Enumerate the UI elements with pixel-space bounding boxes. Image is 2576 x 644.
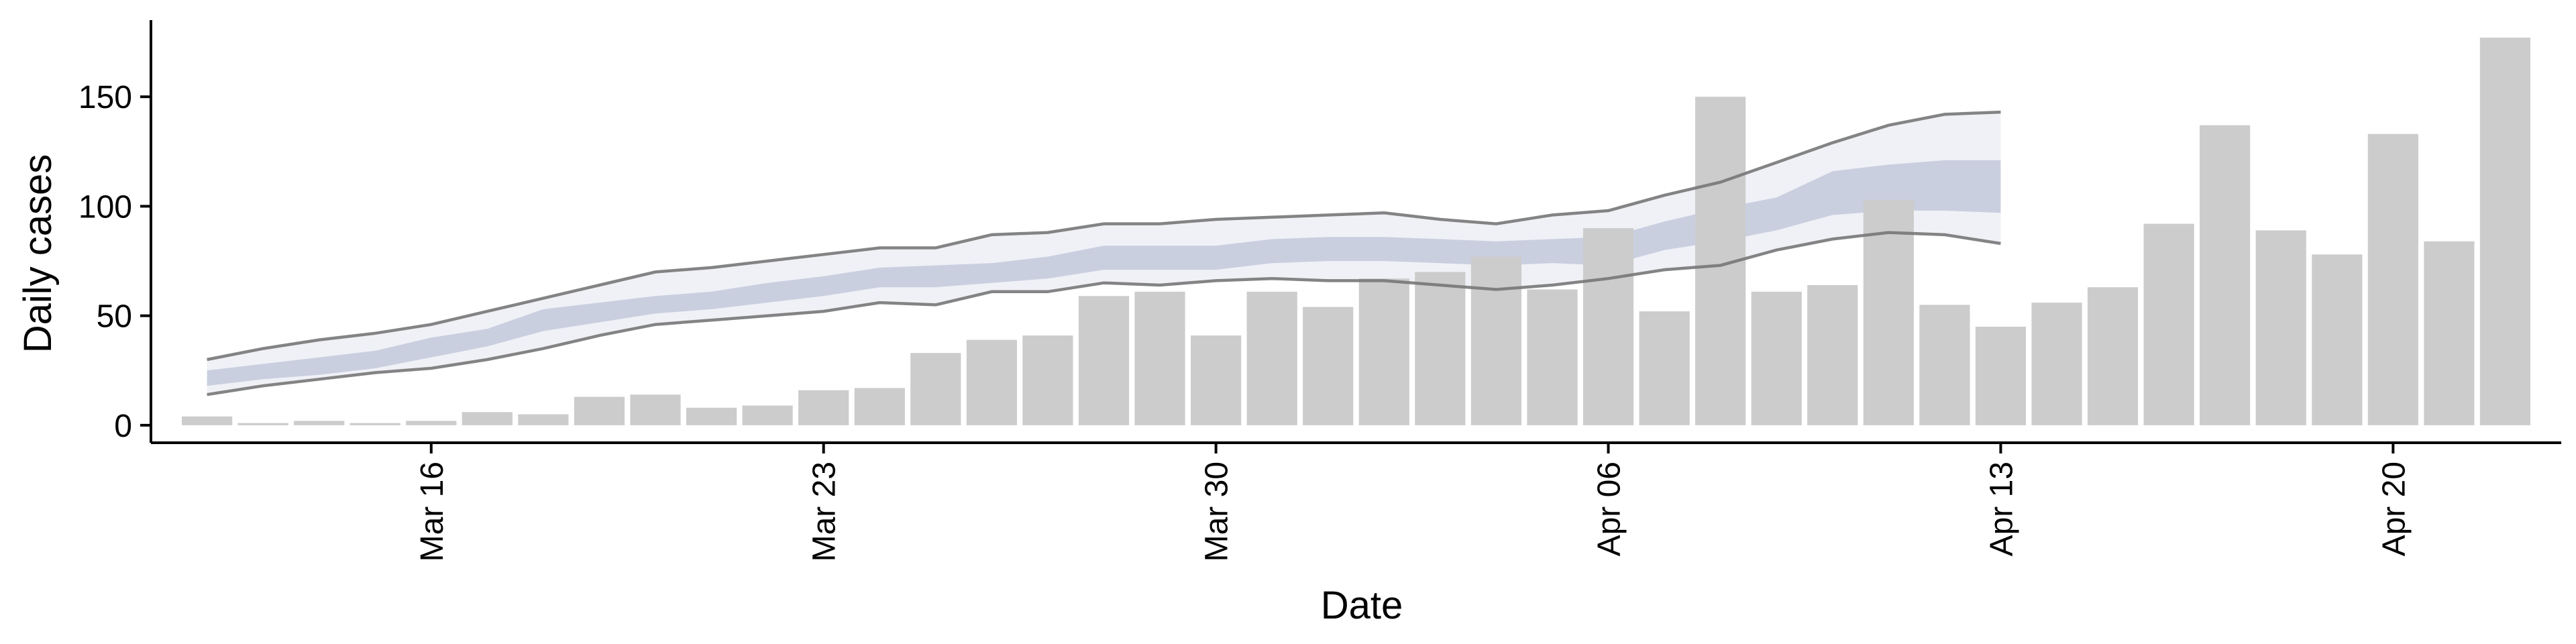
bar: [1527, 289, 1578, 425]
bar: [1863, 199, 1914, 425]
bar: [1134, 291, 1185, 425]
bar: [1639, 311, 1690, 425]
x-tick-label: Mar 16: [415, 462, 450, 561]
bar: [1191, 335, 1242, 425]
bar: [1975, 327, 2026, 425]
x-tick-label: Apr 20: [2376, 462, 2412, 556]
y-tick-label: 0: [114, 409, 132, 444]
bar: [294, 421, 345, 425]
bar: [2200, 125, 2251, 425]
bar: [2031, 303, 2082, 425]
bar: [182, 416, 233, 425]
bar: [1246, 291, 1297, 425]
outer-upper-line: [207, 110, 2001, 362]
bar: [1751, 291, 1802, 425]
bar: [2255, 230, 2306, 425]
bar: [2479, 38, 2530, 425]
bar: [854, 388, 905, 425]
bar: [2367, 133, 2418, 425]
x-axis-title: Date: [1321, 584, 1403, 627]
y-axis-title: Daily cases: [16, 154, 60, 354]
bar: [2312, 254, 2363, 425]
bar: [1358, 278, 1409, 425]
x-tick-label: Mar 23: [807, 462, 843, 561]
bar: [798, 390, 849, 425]
axis-labels: Date Daily cases: [16, 154, 1403, 627]
bar: [1415, 272, 1466, 425]
x-tick-label: Mar 30: [1199, 462, 1235, 561]
bar: [1919, 305, 1970, 425]
bar: [2143, 223, 2194, 425]
bar: [1470, 256, 1521, 425]
bar: [406, 421, 457, 425]
estimate-outer-lines: [207, 110, 2001, 396]
bar: [686, 407, 737, 425]
bar: [910, 353, 961, 425]
bar: [1303, 307, 1354, 425]
bar: [1807, 285, 1858, 425]
y-tick-label: 50: [97, 299, 132, 335]
outer-lower-line: [207, 231, 2001, 396]
inner-estimate-band: [207, 160, 2001, 386]
y-tick-label: 100: [78, 189, 132, 225]
bar: [630, 394, 681, 425]
bar: [1582, 228, 1634, 425]
bar: [350, 423, 400, 425]
x-tick-label: Apr 13: [1984, 462, 2019, 556]
bar: [1078, 296, 1130, 425]
axes: 0 50 100 150 Mar 16 Mar 23 Mar 30 Apr 06 Apr 13 A…: [78, 20, 2561, 561]
bar: [518, 414, 569, 425]
bar: [2087, 287, 2139, 425]
bar: [966, 339, 1017, 425]
x-tick-label: Apr 06: [1592, 462, 1627, 556]
bar: [742, 405, 793, 425]
bar: [2424, 241, 2475, 425]
bar: [462, 412, 513, 425]
y-tick-label: 150: [78, 80, 132, 115]
bar: [1022, 335, 1073, 425]
bar: [574, 396, 625, 425]
bar: [237, 423, 288, 425]
